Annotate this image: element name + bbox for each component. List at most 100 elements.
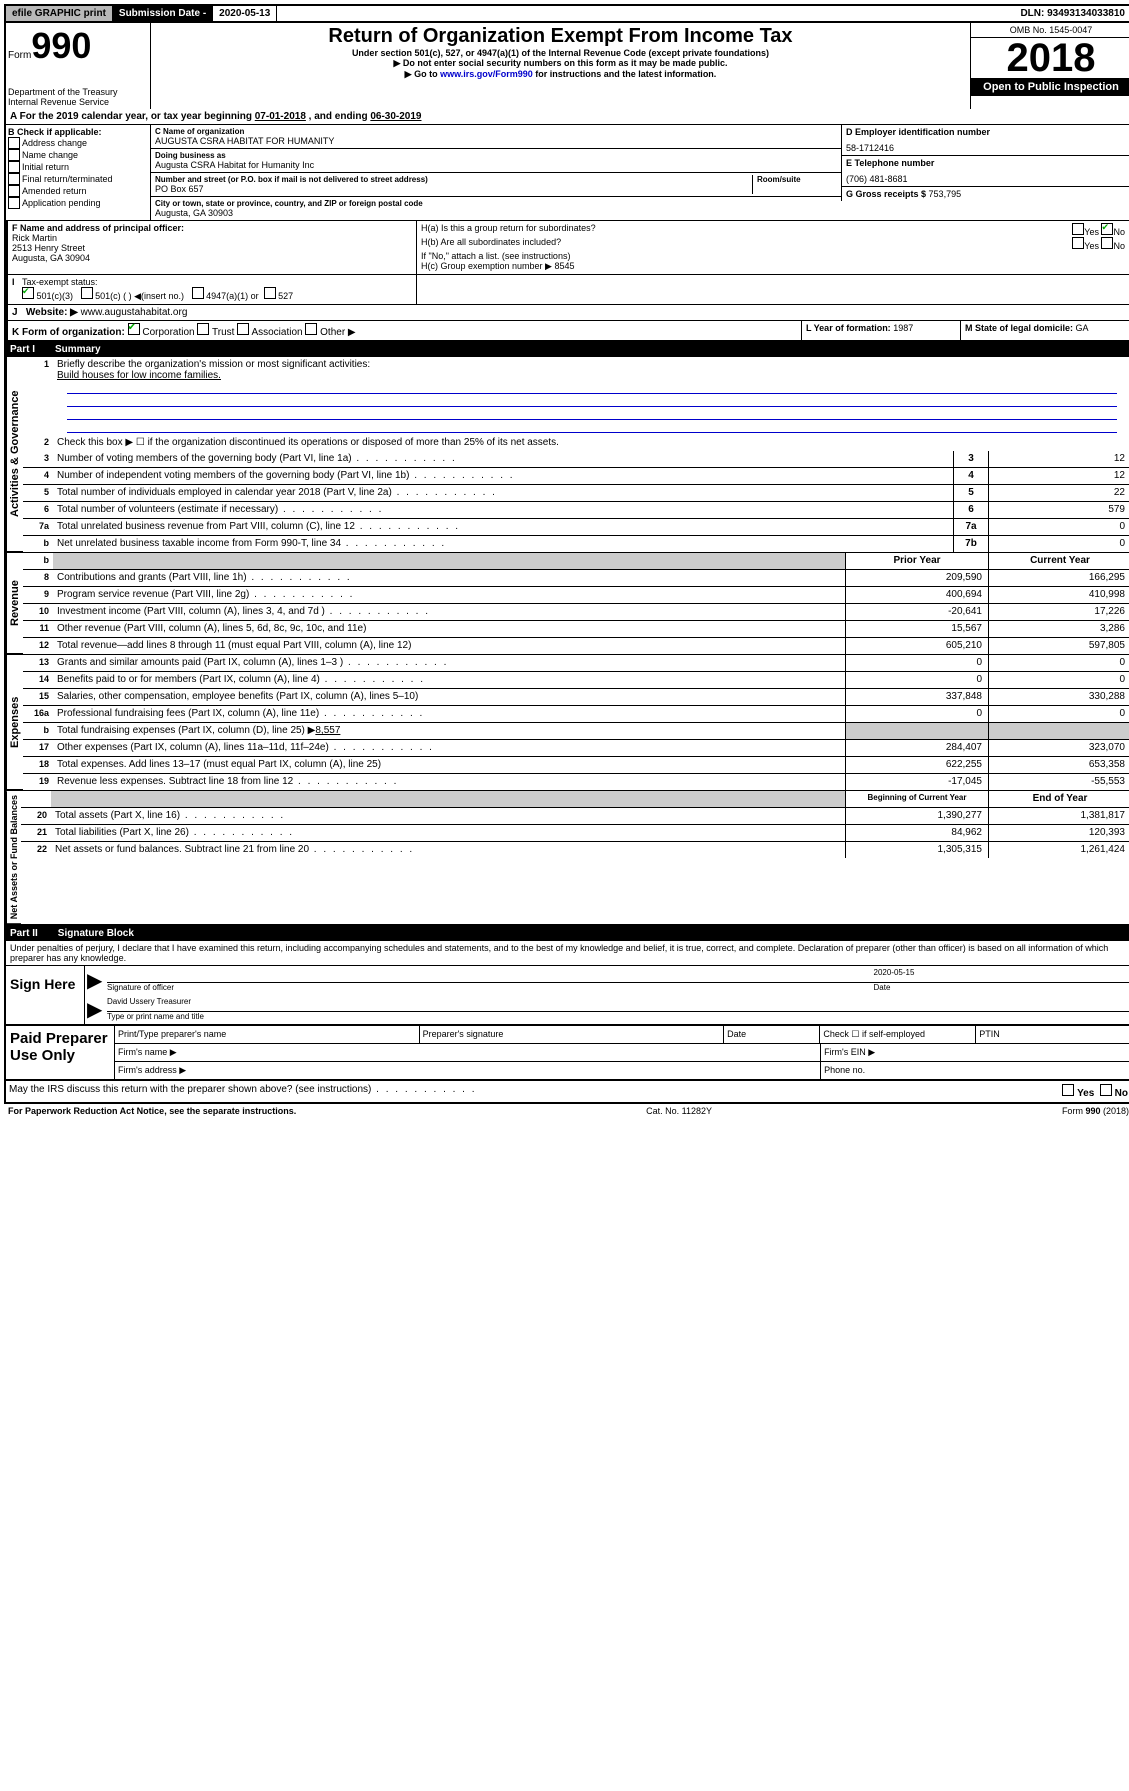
line-12: Total revenue—add lines 8 through 11 (mu… [53, 638, 845, 654]
checkbox-final-return[interactable] [8, 173, 20, 185]
line-19-prior: -17,045 [845, 774, 988, 790]
checkbox-discuss-no[interactable] [1100, 1084, 1112, 1096]
end-year-header: End of Year [988, 791, 1129, 807]
year-box: OMB No. 1545-0047 2018 Open to Public In… [971, 23, 1129, 109]
line-15-current: 330,288 [988, 689, 1129, 705]
check-if-applicable: B Check if applicable: Address change Na… [6, 125, 151, 220]
gross-receipts: 753,795 [929, 189, 962, 199]
line-21-prior: 84,962 [845, 825, 988, 841]
checkbox-amended[interactable] [8, 185, 20, 197]
checkbox-501c[interactable] [81, 287, 93, 299]
box-k: K Form of organization: Corporation Trus… [8, 321, 802, 340]
governance-label: Activities & Governance [6, 357, 23, 552]
line-11-current: 3,286 [988, 621, 1129, 637]
checkbox-other[interactable] [305, 323, 317, 335]
efile-label[interactable]: efile GRAPHIC print [6, 6, 113, 21]
form-title: Return of Organization Exempt From Incom… [159, 25, 962, 48]
street-address: PO Box 657 [155, 184, 752, 194]
group-exemption: 8545 [555, 261, 575, 271]
org-name: AUGUSTA CSRA HABITAT FOR HUMANITY [155, 136, 837, 146]
checkbox-name-change[interactable] [8, 149, 20, 161]
line-18: Total expenses. Add lines 13–17 (must eq… [53, 757, 845, 773]
checkbox-4947[interactable] [192, 287, 204, 299]
paid-preparer-section: Paid Preparer Use Only Print/Type prepar… [4, 1026, 1129, 1081]
submission-date: 2020-05-13 [213, 6, 277, 21]
line-1: Briefly describe the organization's miss… [53, 357, 1129, 435]
line-21-current: 120,393 [988, 825, 1129, 841]
line-4-val: 12 [988, 468, 1129, 484]
checkbox-assoc[interactable] [237, 323, 249, 335]
page-footer: For Paperwork Reduction Act Notice, see … [4, 1104, 1129, 1118]
line-10: Investment income (Part VIII, column (A)… [53, 604, 845, 620]
checkbox-trust[interactable] [197, 323, 209, 335]
line-12-current: 597,805 [988, 638, 1129, 654]
line-9: Program service revenue (Part VIII, line… [53, 587, 845, 603]
phone: (706) 481-8681 [846, 174, 1127, 184]
checkbox-501c3[interactable] [22, 287, 34, 299]
line-17-prior: 284,407 [845, 740, 988, 756]
line-b-grey [53, 553, 845, 569]
section-b: B Check if applicable: Address change Na… [6, 125, 1129, 220]
line-7b: Net unrelated business taxable income fr… [53, 536, 953, 552]
line-15: Salaries, other compensation, employee b… [53, 689, 845, 705]
line-20-current: 1,381,817 [988, 808, 1129, 824]
line-13-prior: 0 [845, 655, 988, 671]
sign-here-section: Sign Here ▶ Signature of officer 2020-05… [4, 965, 1129, 1026]
title-box: Return of Organization Exempt From Incom… [151, 23, 971, 109]
line-4: Number of independent voting members of … [53, 468, 953, 484]
checkbox-ha-yes[interactable] [1072, 223, 1084, 235]
irs-label: Internal Revenue Service [8, 97, 148, 107]
line-22: Net assets or fund balances. Subtract li… [51, 842, 845, 858]
part-1-header: Part I Summary [4, 342, 1129, 357]
sign-here-label: Sign Here [6, 966, 85, 1024]
line-13: Grants and similar amounts paid (Part IX… [53, 655, 845, 671]
line-18-current: 653,358 [988, 757, 1129, 773]
line-9-current: 410,998 [988, 587, 1129, 603]
checkbox-hb-yes[interactable] [1072, 237, 1084, 249]
line-16a: Professional fundraising fees (Part IX, … [53, 706, 845, 722]
revenue-table: Revenue bPrior YearCurrent Year 8Contrib… [4, 553, 1129, 655]
signature-field[interactable] [107, 968, 874, 983]
box-i: I Tax-exempt status: 501(c)(3) 501(c) ( … [8, 275, 417, 304]
line-6: Total number of volunteers (estimate if … [53, 502, 953, 518]
line-5-val: 22 [988, 485, 1129, 501]
arrow-icon: ▶ [87, 997, 107, 1022]
website[interactable]: www.augustahabitat.org [81, 307, 188, 318]
form-number-box: Form990 Department of the Treasury Inter… [6, 23, 151, 109]
expenses-label: Expenses [6, 655, 23, 790]
line-8-prior: 209,590 [845, 570, 988, 586]
line-22-current: 1,261,424 [988, 842, 1129, 858]
subtitle-3: ▶ Go to www.irs.gov/Form990 for instruct… [159, 69, 962, 80]
line-14-prior: 0 [845, 672, 988, 688]
mission: Build houses for low income families. [57, 370, 221, 381]
subtitle-2: ▶ Do not enter social security numbers o… [159, 58, 962, 69]
checkbox-527[interactable] [264, 287, 276, 299]
line-16a-prior: 0 [845, 706, 988, 722]
line-5: Total number of individuals employed in … [53, 485, 953, 501]
line-21: Total liabilities (Part X, line 26) [51, 825, 845, 841]
line-18-prior: 622,255 [845, 757, 988, 773]
beg-year-header: Beginning of Current Year [845, 791, 988, 807]
line-17: Other expenses (Part IX, column (A), lin… [53, 740, 845, 756]
checkbox-initial-return[interactable] [8, 161, 20, 173]
dba: Augusta CSRA Habitat for Humanity Inc [155, 160, 837, 170]
line-3-val: 12 [988, 451, 1129, 467]
line-14: Benefits paid to or for members (Part IX… [53, 672, 845, 688]
part-2-header: Part II Signature Block [4, 926, 1129, 941]
officer-city: Augusta, GA 30904 [12, 253, 412, 263]
checkbox-address-change[interactable] [8, 137, 20, 149]
line-11: Other revenue (Part VIII, column (A), li… [53, 621, 845, 637]
checkbox-ha-no[interactable] [1101, 223, 1113, 235]
line-a: A For the 2019 calendar year, or tax yea… [6, 109, 1129, 125]
checkbox-corp[interactable] [128, 323, 140, 335]
right-info: D Employer identification number 58-1712… [841, 125, 1129, 220]
irs-link[interactable]: www.irs.gov/Form990 [440, 69, 533, 79]
line-14-current: 0 [988, 672, 1129, 688]
line-2: Check this box ▶ ☐ if the organization d… [53, 435, 1129, 451]
checkbox-discuss-yes[interactable] [1062, 1084, 1074, 1096]
netassets-label: Net Assets or Fund Balances [6, 791, 21, 924]
checkbox-app-pending[interactable] [8, 197, 20, 209]
line-8: Contributions and grants (Part VIII, lin… [53, 570, 845, 586]
box-f: F Name and address of principal officer:… [8, 221, 417, 274]
checkbox-hb-no[interactable] [1101, 237, 1113, 249]
